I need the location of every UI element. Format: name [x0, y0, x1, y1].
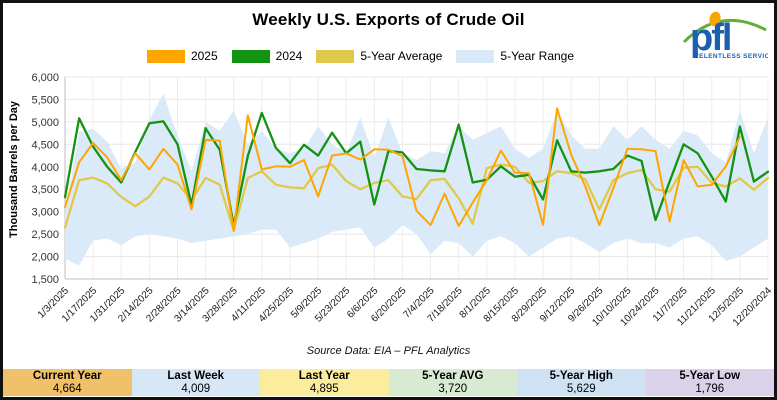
logo-arc [682, 18, 767, 44]
plot-area: 6,000 5,500 5,000 4,500 4,000 3,500 3,000 2,500… [3, 67, 774, 345]
legend-label-2024: 2024 [275, 49, 303, 63]
legend-item-2025: 2025 [146, 49, 218, 63]
logo-tagline: RELENTLESS SERVICE™ [694, 53, 768, 60]
legend-label-2025: 2025 [190, 49, 218, 63]
legend-swatch-5yr-average [316, 49, 355, 63]
svg-text:4,000: 4,000 [31, 162, 59, 174]
stat-last-year: Last Year 4,895 [260, 369, 389, 396]
stat-label: Last Week [167, 370, 225, 382]
stat-label: 5-Year High [549, 370, 613, 382]
stat-value: 1,796 [695, 383, 725, 395]
svg-text:4,500: 4,500 [31, 139, 59, 151]
svg-text:3,000: 3,000 [31, 207, 59, 219]
page-title: Weekly U.S. Exports of Crude Oil [252, 10, 525, 29]
stat-value: 5,629 [566, 383, 596, 395]
legend-swatch-2025 [146, 49, 185, 63]
legend-item-5yr-average: 5-Year Average [316, 49, 442, 63]
svg-text:5,500: 5,500 [31, 94, 59, 106]
pfl-logo: pfl RELENTLESS SERVICE™ [682, 6, 774, 62]
logo-dot-icon [709, 11, 721, 27]
exports-line-chart: 6,000 5,500 5,000 4,500 4,000 3,500 3,000 2,500… [31, 72, 774, 329]
svg-text:3,500: 3,500 [31, 184, 59, 196]
stat-label: Last Year [298, 370, 350, 382]
legend-label-5yr-average: 5-Year Average [360, 49, 443, 63]
stat-label: Current Year [32, 370, 102, 382]
chart-legend: 2025 2024 5-Year Average 5-Year Range [3, 47, 746, 65]
legend-swatch-5yr-range [456, 49, 495, 63]
svg-text:6,000: 6,000 [31, 72, 59, 84]
legend-item-5yr-range: 5-Year Range [456, 49, 574, 63]
pfl-logo-graphic: pfl RELENTLESS SERVICE™ [682, 11, 774, 60]
stat-5yr-low: 5-Year Low 1,796 [645, 369, 774, 396]
stat-5yr-avg: 5-Year AVG 3,720 [388, 369, 517, 396]
svg-text:2,000: 2,000 [31, 252, 59, 264]
stat-label: 5-Year Low [679, 370, 741, 382]
svg-text:1,500: 1,500 [31, 274, 59, 286]
stat-value: 4,009 [181, 383, 211, 395]
svg-text:2,500: 2,500 [31, 229, 59, 241]
legend-item-2024: 2024 [231, 49, 303, 63]
stat-5yr-high: 5-Year High 5,629 [517, 369, 646, 396]
legend-swatch-2024 [231, 49, 270, 63]
svg-text:5,000: 5,000 [31, 117, 59, 129]
stat-label: 5-Year AVG [422, 370, 484, 382]
stat-current-year: Current Year 4,664 [3, 369, 132, 396]
stat-value: 4,895 [309, 383, 339, 395]
legend-label-5yr-range: 5-Year Range [500, 49, 575, 63]
stat-value: 4,664 [52, 383, 82, 395]
stat-value: 3,720 [438, 383, 468, 395]
logo-text: pfl [690, 17, 730, 59]
source-note: Source Data: EIA – PFL Analytics [306, 345, 471, 357]
stats-bar: Current Year 4,664 Last Week 4,009 Last … [3, 369, 774, 396]
stat-last-week: Last Week 4,009 [131, 369, 260, 396]
